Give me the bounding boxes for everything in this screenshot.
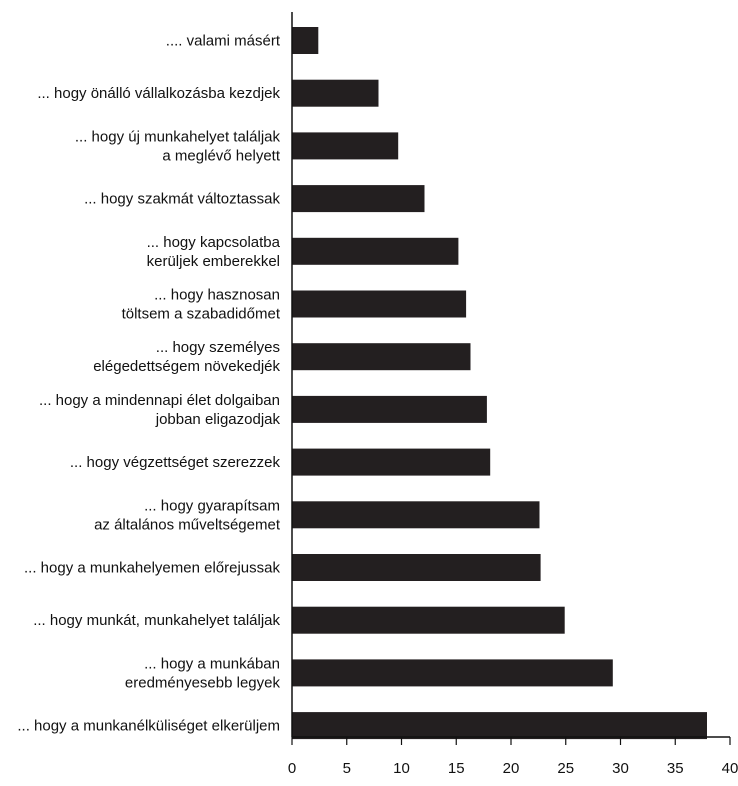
bar — [292, 343, 471, 371]
bar — [292, 501, 540, 529]
bar — [292, 606, 565, 634]
category-label: ... hogy új munkahelyet találjak a meglév… — [75, 128, 281, 164]
bar — [292, 79, 379, 107]
x-tick-label: 15 — [448, 760, 465, 777]
bar — [292, 712, 707, 740]
category-label: ... hogy személyes elégedettségem növeked… — [93, 339, 280, 375]
category-label: ... hogy kapcsolatba kerüljek emberekkel — [147, 234, 281, 270]
category-label: ... hogy a munkanélküliséget elkerüljem — [17, 718, 280, 735]
x-tick-label: 0 — [288, 760, 296, 777]
x-tick-label: 5 — [343, 760, 351, 777]
bar — [292, 237, 459, 265]
bars-layer — [292, 27, 707, 740]
category-label: ... hogy munkát, munkahelyet találjak — [33, 612, 280, 629]
x-tick-label: 25 — [557, 760, 574, 777]
x-tick-label: 40 — [722, 760, 738, 777]
x-tick-label: 30 — [612, 760, 629, 777]
bar — [292, 554, 541, 581]
category-label: ... hogy hasznosan töltsem a szabadidőmet — [122, 287, 281, 323]
x-tick-label: 35 — [667, 760, 684, 777]
category-label: ... hogy szakmát változtassak — [84, 191, 280, 208]
category-label: .... valami másért — [166, 33, 281, 50]
category-label: ... hogy végzettséget szerezzek — [70, 454, 281, 471]
bar — [292, 290, 467, 318]
category-label: ... hogy a mindennapi élet dolgaiban jobb… — [39, 392, 281, 428]
bar — [292, 185, 425, 213]
category-label: ... hogy a munkában eredményesebb legyek — [125, 655, 281, 691]
x-ticks-layer: 0 5 10 15 20 25 30 35 40 — [288, 737, 738, 777]
bar — [292, 659, 613, 687]
category-label: ... hogy gyarapítsam az általános művelts… — [94, 497, 281, 533]
bar — [292, 27, 319, 54]
category-label: ... hogy önálló vállalkozásba kezdjek — [37, 85, 280, 102]
x-tick-label: 10 — [393, 760, 410, 777]
category-labels-layer: .... valami másért ... hogy önálló vállal… — [17, 33, 280, 735]
bar — [292, 448, 491, 476]
bar — [292, 132, 399, 160]
x-tick-label: 20 — [503, 760, 520, 777]
category-label: ... hogy a munkahelyemen előrejussak — [24, 560, 280, 577]
bar — [292, 395, 487, 423]
